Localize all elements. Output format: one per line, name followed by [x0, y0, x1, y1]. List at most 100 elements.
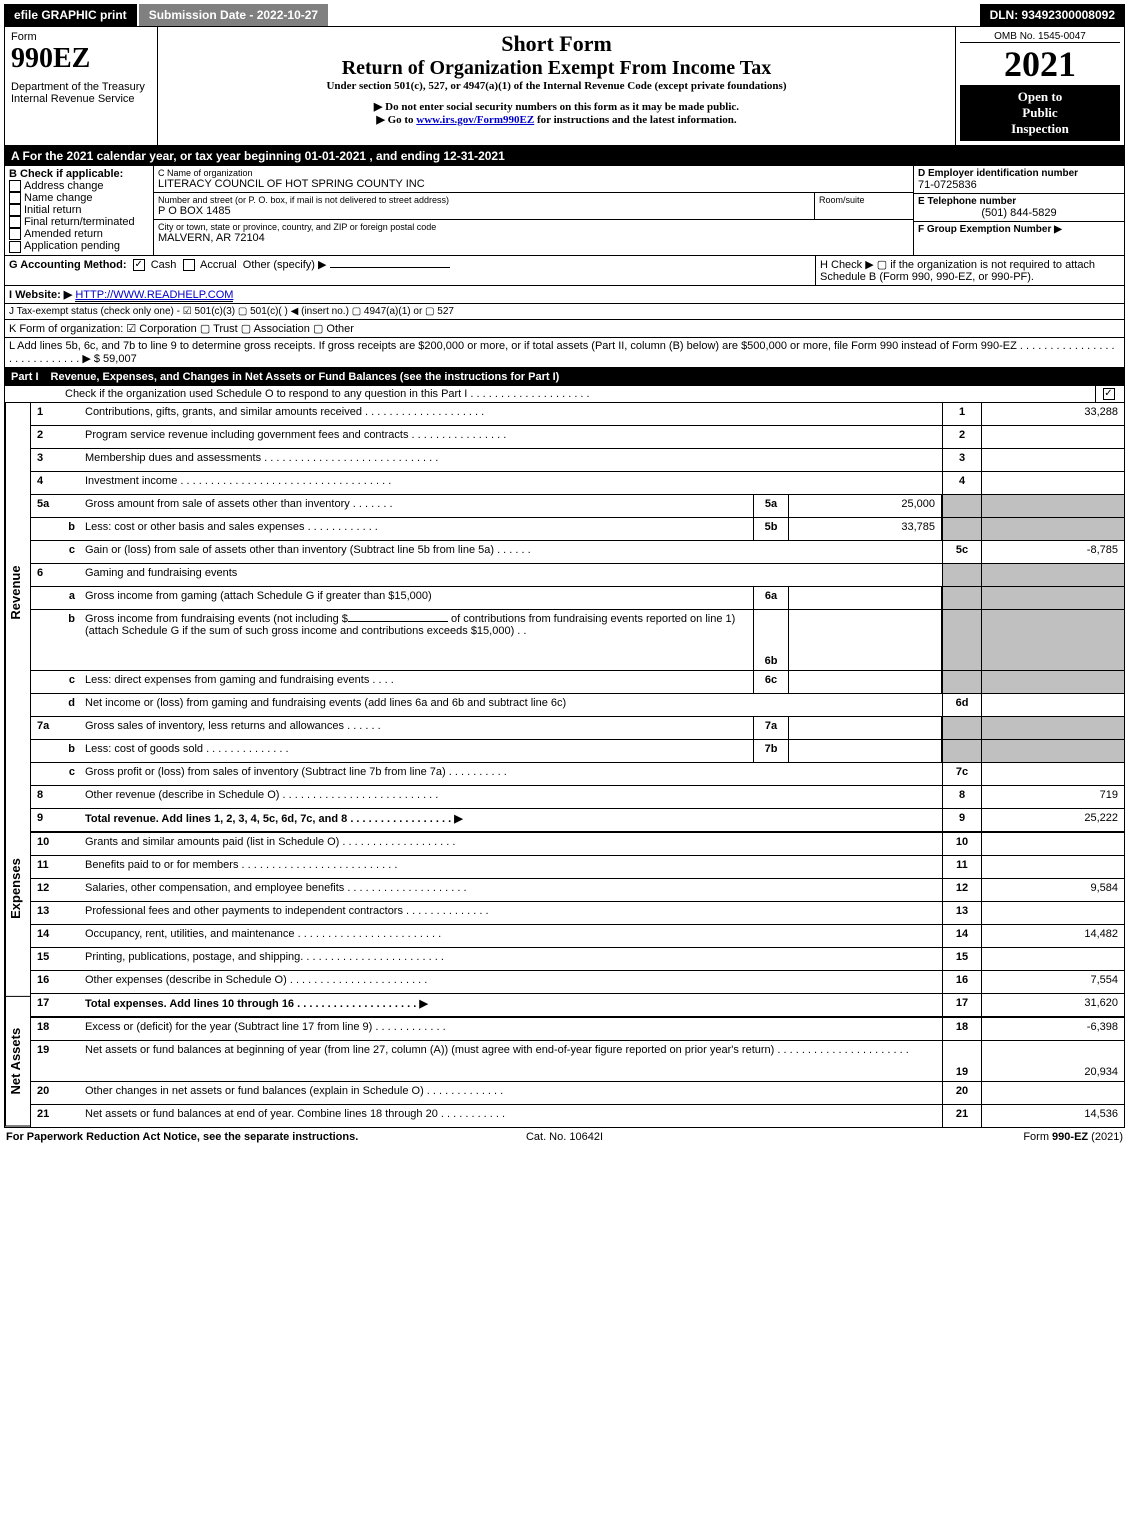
- dln-label: DLN: 93492300008092: [980, 4, 1125, 26]
- line-3-box: 3: [942, 449, 981, 471]
- line-6d-desc: Net income or (loss) from gaming and fun…: [81, 694, 942, 716]
- line-6c-num: c: [31, 671, 81, 693]
- line-6d-box: 6d: [942, 694, 981, 716]
- line-7a-iamt: [789, 717, 942, 739]
- subtitle-3: ▶ Go to www.irs.gov/Form990EZ for instru…: [162, 113, 951, 126]
- line-10-num: 10: [31, 833, 81, 855]
- open-line2: Public: [964, 105, 1116, 121]
- submission-date-button[interactable]: Submission Date - 2022-10-27: [139, 4, 328, 26]
- section-d-label: D Employer identification number: [918, 168, 1120, 179]
- section-j: J Tax-exempt status (check only one) - ☑…: [5, 304, 1124, 319]
- line-18-num: 18: [31, 1018, 81, 1040]
- line-15-desc: Printing, publications, postage, and shi…: [81, 948, 942, 970]
- line-11-desc: Benefits paid to or for members . . . . …: [81, 856, 942, 878]
- checkbox-initial-return[interactable]: [9, 204, 21, 216]
- label-accrual: Accrual: [200, 259, 237, 271]
- section-i-label: I Website: ▶: [9, 289, 72, 301]
- section-f-label: F Group Exemption Number ▶: [918, 224, 1120, 235]
- line-6-num: 6: [31, 564, 81, 586]
- line-4-num: 4: [31, 472, 81, 494]
- line-6b-num: b: [31, 610, 81, 670]
- line-19-amount: 20,934: [981, 1041, 1124, 1081]
- line-20-box: 20: [942, 1082, 981, 1104]
- line-10-amount: [981, 833, 1124, 855]
- line-6-gray: [942, 564, 981, 586]
- label-initial-return: Initial return: [24, 204, 81, 216]
- line-6a-num: a: [31, 587, 81, 609]
- line-5a-ibox: 5a: [753, 495, 789, 517]
- line-6a-desc: Gross income from gaming (attach Schedul…: [81, 587, 753, 609]
- label-name-change: Name change: [24, 192, 93, 204]
- ein-value: 71-0725836: [918, 179, 1120, 191]
- section-gh: G Accounting Method: Cash Accrual Other …: [5, 256, 1124, 286]
- open-to-public-box: Open to Public Inspection: [960, 85, 1120, 141]
- expenses-vertical-label: Expenses: [5, 782, 30, 997]
- line-6a-gray: [942, 587, 981, 609]
- efile-print-button[interactable]: efile GRAPHIC print: [4, 4, 139, 26]
- label-address-change: Address change: [24, 180, 104, 192]
- line-6b-gray: [942, 610, 981, 670]
- checkbox-final-return[interactable]: [9, 216, 21, 228]
- line-7a-ibox: 7a: [753, 717, 789, 739]
- checkbox-amended-return[interactable]: [9, 228, 21, 240]
- line-2-amount: [981, 426, 1124, 448]
- checkbox-accrual[interactable]: [183, 259, 195, 271]
- website-link[interactable]: HTTP://WWW.READHELP.COM: [75, 289, 233, 302]
- line-7b-ibox: 7b: [753, 740, 789, 762]
- line-5c-num: c: [31, 541, 81, 563]
- revenue-vertical-label: Revenue: [5, 403, 30, 783]
- form-container: Form 990EZ Department of the Treasury In…: [4, 26, 1125, 1128]
- line-7c-amount: [981, 763, 1124, 785]
- label-cash: Cash: [151, 259, 177, 271]
- line-6c-desc: Less: direct expenses from gaming and fu…: [81, 671, 753, 693]
- line-7c-desc: Gross profit or (loss) from sales of inv…: [81, 763, 942, 785]
- line-5b-gray-amt: [981, 518, 1124, 540]
- line-11-num: 11: [31, 856, 81, 878]
- checkbox-application-pending[interactable]: [9, 241, 21, 253]
- line-4-desc: Investment income . . . . . . . . . . . …: [81, 472, 942, 494]
- line-2-box: 2: [942, 426, 981, 448]
- line-18-box: 18: [942, 1018, 981, 1040]
- line-6c-gray: [942, 671, 981, 693]
- section-l: L Add lines 5b, 6c, and 7b to line 9 to …: [5, 338, 1124, 367]
- line-7b-gray-amt: [981, 740, 1124, 762]
- irs-link[interactable]: www.irs.gov/Form990EZ: [416, 114, 534, 126]
- line-15-box: 15: [942, 948, 981, 970]
- line-9-box: 9: [942, 809, 981, 831]
- line-5b-num: b: [31, 518, 81, 540]
- line-15-num: 15: [31, 948, 81, 970]
- line-7b-iamt: [789, 740, 942, 762]
- checkbox-schedule-o[interactable]: [1103, 388, 1115, 400]
- section-b-title: B Check if applicable:: [9, 168, 149, 180]
- form-number: 990EZ: [11, 43, 151, 75]
- line-2-desc: Program service revenue including govern…: [81, 426, 942, 448]
- irs-label: Internal Revenue Service: [11, 93, 151, 105]
- line-6b-gray-amt: [981, 610, 1124, 670]
- open-line3: Inspection: [964, 121, 1116, 137]
- checkbox-cash[interactable]: [133, 259, 145, 271]
- label-other-method: Other (specify) ▶: [243, 259, 327, 271]
- line-6a-iamt: [789, 587, 942, 609]
- line-6b-iamt: [789, 610, 942, 670]
- line-6c-gray-amt: [981, 671, 1124, 693]
- line-10-desc: Grants and similar amounts paid (list in…: [81, 833, 942, 855]
- subtitle-1: Under section 501(c), 527, or 4947(a)(1)…: [162, 80, 951, 92]
- line-1-box: 1: [942, 403, 981, 425]
- org-address: P O BOX 1485: [158, 205, 810, 217]
- form-word: Form: [11, 31, 151, 43]
- line-13-box: 13: [942, 902, 981, 924]
- line-7c-num: c: [31, 763, 81, 785]
- line-7b-gray: [942, 740, 981, 762]
- line-20-amount: [981, 1082, 1124, 1104]
- page-footer: For Paperwork Reduction Act Notice, see …: [4, 1128, 1125, 1146]
- checkbox-address-change[interactable]: [9, 180, 21, 192]
- room-suite-label: Room/suite: [814, 193, 913, 219]
- line-21-amount: 14,536: [981, 1105, 1124, 1127]
- line-14-num: 14: [31, 925, 81, 947]
- checkbox-name-change[interactable]: [9, 192, 21, 204]
- line-15-amount: [981, 948, 1124, 970]
- line-19-box: 19: [942, 1041, 981, 1081]
- line-6d-amount: [981, 694, 1124, 716]
- line-14-box: 14: [942, 925, 981, 947]
- line-4-box: 4: [942, 472, 981, 494]
